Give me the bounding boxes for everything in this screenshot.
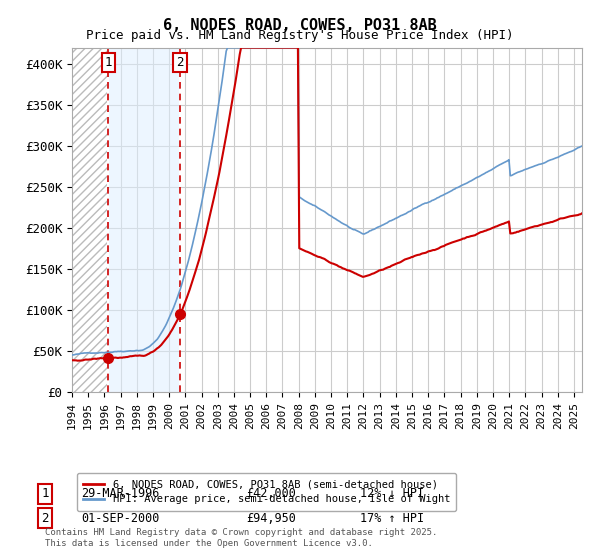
Text: Contains HM Land Registry data © Crown copyright and database right 2025.
This d: Contains HM Land Registry data © Crown c… [45,528,437,548]
Text: 2: 2 [41,511,49,525]
Legend: 6, NODES ROAD, COWES, PO31 8AB (semi-detached house), HPI: Average price, semi-d: 6, NODES ROAD, COWES, PO31 8AB (semi-det… [77,473,457,511]
Text: 1: 1 [41,487,49,501]
Text: £94,950: £94,950 [246,511,296,525]
Text: 29-MAR-1996: 29-MAR-1996 [81,487,160,501]
Text: 01-SEP-2000: 01-SEP-2000 [81,511,160,525]
Text: 1: 1 [104,56,112,69]
Text: £42,000: £42,000 [246,487,296,501]
Text: Price paid vs. HM Land Registry's House Price Index (HPI): Price paid vs. HM Land Registry's House … [86,29,514,42]
Text: 17% ↑ HPI: 17% ↑ HPI [360,511,424,525]
Text: 12% ↓ HPI: 12% ↓ HPI [360,487,424,501]
Text: 6, NODES ROAD, COWES, PO31 8AB: 6, NODES ROAD, COWES, PO31 8AB [163,18,437,33]
Text: 2: 2 [176,56,184,69]
